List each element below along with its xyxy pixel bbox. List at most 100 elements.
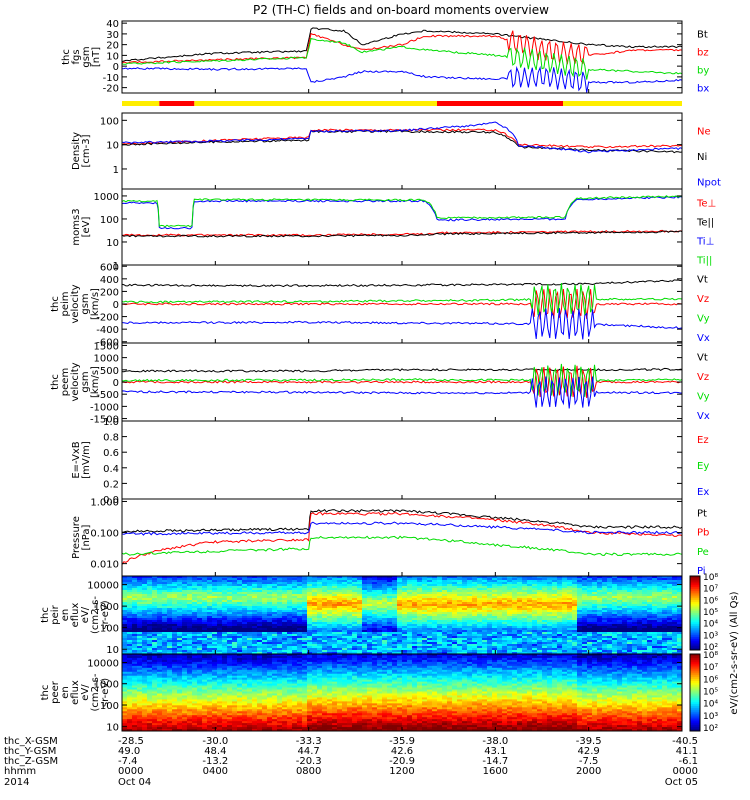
series-peim-line <box>121 279 683 288</box>
date-value: Oct 05 <box>665 777 698 788</box>
y-axis-label: thc <box>50 374 61 390</box>
y-tick-label: 500 <box>100 366 119 377</box>
colorbar-label: 10⁷ <box>703 585 718 595</box>
y-gsm-value: 43.1 <box>484 746 506 757</box>
y-tick-label: 0.010 <box>90 560 119 571</box>
colorbar-cell <box>690 637 700 640</box>
x-gsm-value: -28.5 <box>118 736 144 747</box>
y-tick-label: 1500 <box>94 341 119 352</box>
colorbar-cell <box>690 713 700 717</box>
y-tick-label: 600 <box>100 262 119 273</box>
colorbar-unit: eV/(cm2-s-sr-eV) (All Qs) <box>729 591 740 714</box>
y-tick-label: 1 <box>113 261 119 272</box>
y-axis-label: moms3 <box>71 208 82 245</box>
colorbar-cell <box>690 661 700 665</box>
legend-Vt: Vt <box>697 353 708 364</box>
colorbar-cell <box>690 648 700 651</box>
colorbar-cell <box>690 657 700 661</box>
colorbar-label: 10⁶ <box>703 675 718 685</box>
colorbar-cell <box>690 581 700 584</box>
colorbar-cell <box>690 579 700 583</box>
colorbar-cell <box>690 679 700 682</box>
series-temp-line <box>121 229 683 237</box>
y-tick-label: -20 <box>103 84 119 95</box>
colorbar-cell <box>690 627 700 631</box>
y-tick-label: -1000 <box>90 402 119 413</box>
y-tick-label: -10 <box>103 73 119 84</box>
colorbar-cell <box>690 704 700 707</box>
y-axis-label: velocity <box>70 284 81 323</box>
y-axis-label: thc <box>40 685 51 701</box>
legend-Vx: Vx <box>697 411 710 422</box>
colorbar-cell <box>690 715 700 719</box>
legend-Ey: Ey <box>697 461 709 472</box>
series-fgs-line <box>121 30 683 65</box>
colorbar-cell <box>690 577 700 581</box>
colorbar-bottom: 10⁸ 10⁷ 10⁶ 10⁵ 10⁴ 10³ 10² <box>689 651 718 734</box>
colorbar-cell <box>690 587 700 590</box>
y-axis-label: eV/ <box>80 606 91 623</box>
legend-Vx: Vx <box>697 333 710 344</box>
colorbar-cell <box>690 686 700 690</box>
colorbar-cell <box>690 616 700 620</box>
series-pressure-line <box>121 512 683 565</box>
colorbar-cell <box>690 590 700 594</box>
colorbar-label: 10³ <box>703 631 718 641</box>
x-gsm-value: -33.3 <box>296 736 322 747</box>
series-peim-line <box>121 308 683 340</box>
z-gsm-value: -20.3 <box>296 756 322 767</box>
y-tick-label: 100 <box>100 701 119 712</box>
colorbar-label: 10⁸ <box>703 651 718 661</box>
colorbar-cell <box>690 607 700 610</box>
colorbar-cell <box>690 588 700 592</box>
colorbar-cell <box>690 594 700 597</box>
y-axis-label: [mV/m] <box>81 441 92 479</box>
colorbar-label: 10⁵ <box>703 688 718 698</box>
series-fgs-line <box>121 38 683 80</box>
colorbar-cell <box>690 721 700 724</box>
series-temp-line <box>121 195 683 228</box>
y-tick-label: -200 <box>96 313 119 324</box>
legend-Vt: Vt <box>697 275 708 286</box>
date-value: Oct 04 <box>118 777 151 788</box>
colorbar-cell <box>690 622 700 625</box>
y-gsm-value: 41.1 <box>676 746 698 757</box>
colorbar-cell <box>690 592 700 595</box>
colorbar-cell <box>690 635 700 638</box>
y-tick-label: 100 <box>100 624 119 635</box>
y-axis-label: (cm2-s- <box>90 596 101 634</box>
panel-temp: 1000 100 10 1 moms3 [eV] Te⊥ Te|| Ti⊥ Ti|| <box>71 188 716 272</box>
legend-Pb: Pb <box>697 528 709 539</box>
z-gsm-value: -6.1 <box>678 756 698 767</box>
y-axis-label: gsm <box>81 46 92 67</box>
hhmm-value: 2000 <box>576 766 601 777</box>
colorbar-cell <box>690 614 700 618</box>
legend-Ez: Ez <box>697 435 709 446</box>
colorbar-cell <box>690 583 700 586</box>
legend-Pt: Pt <box>697 508 707 519</box>
colorbar-cell <box>690 669 700 672</box>
panel-efield: 1.0 0.8 0.6 0.4 0.2 0.0 E=-VxB [mV/m] Ez Ey Ex <box>71 417 709 506</box>
y-tick-label: 0.6 <box>103 448 119 459</box>
y-tick-label: 1.000 <box>90 497 119 508</box>
y-tick-label: 100 <box>100 116 119 127</box>
y-tick-label: 0.0 <box>103 495 119 506</box>
colorbar-cell <box>690 711 700 715</box>
y-tick-label: 400 <box>100 275 119 286</box>
colorbar-cell <box>690 709 700 713</box>
mode-segment <box>194 101 437 106</box>
y-axis-label: velocity <box>70 362 81 401</box>
legend-Vy: Vy <box>697 392 710 403</box>
y-axis-label: [km/s] <box>90 288 101 320</box>
y-gsm-value: 42.6 <box>391 746 413 757</box>
colorbar-cell <box>690 682 700 686</box>
x-gsm-value: -39.5 <box>576 736 602 747</box>
series-fgs-line <box>121 27 683 63</box>
legend-Ti||: Ti|| <box>696 255 712 266</box>
colorbar-cell <box>690 719 700 722</box>
hhmm-value: 1600 <box>483 766 508 777</box>
series-peim-line <box>121 283 683 316</box>
series-peem-line <box>121 376 682 409</box>
x-gsm-value: -40.5 <box>672 736 698 747</box>
